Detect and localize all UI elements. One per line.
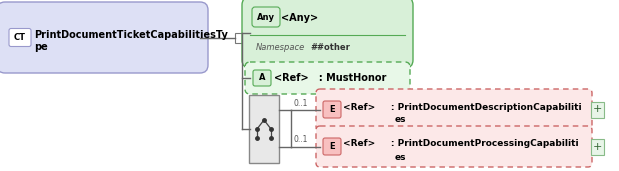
Text: es: es xyxy=(395,153,407,161)
Bar xyxy=(235,32,242,43)
FancyBboxPatch shape xyxy=(316,126,592,167)
Text: +: + xyxy=(593,104,602,115)
Bar xyxy=(591,102,604,117)
Text: pe: pe xyxy=(34,43,48,52)
Text: CT: CT xyxy=(14,33,26,42)
Bar xyxy=(249,95,279,163)
Text: <Ref>     : PrintDocumentDescriptionCapabiliti: <Ref> : PrintDocumentDescriptionCapabili… xyxy=(343,102,582,111)
FancyBboxPatch shape xyxy=(323,138,341,155)
FancyBboxPatch shape xyxy=(242,0,413,68)
Text: <Ref>     : PrintDocumentProcessingCapabiliti: <Ref> : PrintDocumentProcessingCapabilit… xyxy=(343,140,579,148)
Text: E: E xyxy=(329,105,335,114)
Text: PrintDocumentTicketCapabilitiesTy: PrintDocumentTicketCapabilitiesTy xyxy=(34,30,228,40)
FancyBboxPatch shape xyxy=(323,101,341,118)
FancyBboxPatch shape xyxy=(253,70,271,86)
Text: Any: Any xyxy=(257,12,275,22)
Text: ##other: ##other xyxy=(310,43,350,52)
Text: es: es xyxy=(395,115,407,124)
Text: Namespace: Namespace xyxy=(256,43,305,52)
FancyBboxPatch shape xyxy=(252,7,280,27)
Bar xyxy=(591,139,604,155)
Text: 0..1: 0..1 xyxy=(293,135,308,144)
Text: E: E xyxy=(329,142,335,151)
FancyBboxPatch shape xyxy=(316,89,592,130)
Text: <Ref>   : MustHonor: <Ref> : MustHonor xyxy=(274,73,386,83)
Text: <Any>: <Any> xyxy=(281,13,318,23)
FancyBboxPatch shape xyxy=(0,2,208,73)
Text: 0..1: 0..1 xyxy=(293,98,308,108)
Text: +: + xyxy=(593,141,602,152)
FancyBboxPatch shape xyxy=(9,29,31,47)
FancyBboxPatch shape xyxy=(245,62,410,94)
Text: A: A xyxy=(259,74,266,82)
